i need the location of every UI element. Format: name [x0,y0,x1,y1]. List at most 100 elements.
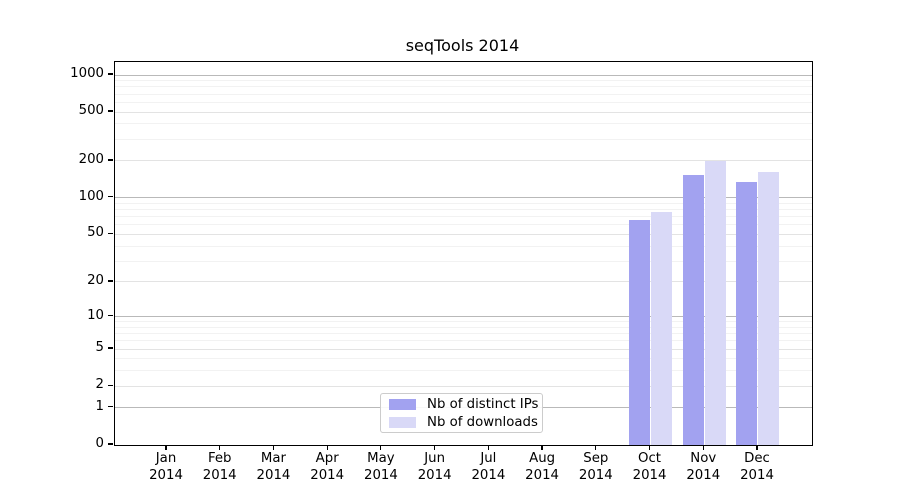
y-tick-label-1000: 1000 [70,66,104,81]
x-tick-mark-jun [434,445,436,450]
x-tick-label-month: May [367,451,395,466]
y-tick-label-20: 20 [87,272,104,288]
x-tick-label-jul: Jul 2014 [456,451,520,484]
x-tick-mark-oct [648,445,651,450]
gridline-y-60 [115,224,812,226]
y-tick-mark-5 [108,347,113,349]
gridline-y-7 [115,333,812,335]
legend-swatch-distinct-ips [389,398,416,410]
gridline-y-20 [115,281,812,283]
bar-downloads-nov [704,160,726,445]
y-tick-mark-1000 [108,73,113,75]
y-tick-label-50: 50 [87,225,104,241]
x-tick-mark-feb [219,445,221,450]
bar-distinct-ips-dec [736,181,758,445]
y-tick-label-0: 0 [95,436,104,451]
x-tick-label-apr: Apr 2014 [295,451,359,484]
y-tick-mark-200 [108,159,113,161]
gridline-y-6 [115,340,812,342]
x-tick-label-month: Dec [744,451,770,466]
legend-label-distinct-ips: Nb of distinct IPs [427,396,539,412]
gridline-y-400 [115,123,812,125]
y-tick-mark-0 [108,443,113,445]
bar-distinct-ips-nov [682,174,704,445]
gridline-y-70 [115,216,812,218]
legend-label-downloads: Nb of downloads [427,414,538,430]
chart-title: seqTools 2014 [405,36,520,55]
gridline-y-1000 [115,74,812,76]
x-tick-label-jan: Jan 2014 [134,451,198,484]
legend-item-distinct-ips: Nb of distinct IPs [389,397,538,412]
x-tick-label-year: 2014 [363,467,398,483]
gridline-y-3 [115,370,812,372]
bar-distinct-ips-oct [629,219,651,445]
gridline-y-700 [115,93,812,95]
x-tick-label-year: 2014 [202,467,237,483]
gridline-y-300 [115,138,812,140]
y-tick-mark-10 [108,314,113,317]
bar-downloads-dec [758,171,780,445]
y-tick-label-500: 500 [78,103,104,119]
x-tick-label-year: 2014 [256,467,291,483]
y-tick-label-10: 10 [87,307,104,323]
x-tick-label-aug: Aug 2014 [510,451,574,484]
y-tick-mark-50 [108,232,113,235]
gridline-y-9 [115,321,812,323]
x-tick-mark-sep [595,445,597,450]
y-tick-mark-500 [108,110,113,112]
gridline-y-5 [115,348,812,350]
x-tick-label-month: Jan [155,451,177,466]
x-tick-mark-apr [326,445,328,450]
x-tick-label-month: Apr [315,451,339,466]
gridline-y-500 [115,111,812,113]
y-tick-label-1: 1 [95,398,104,414]
gridline-y-10 [115,316,812,318]
y-tick-mark-100 [108,196,113,198]
x-tick-mark-mar [272,445,275,450]
gridline-y-90 [115,202,812,204]
x-tick-label-month: Jul [480,451,497,466]
x-tick-label-year: 2014 [417,467,452,483]
y-tick-mark-1 [108,406,113,408]
x-tick-label-year: 2014 [578,467,613,483]
gridline-y-80 [115,209,812,211]
gridline-y-200 [115,160,812,162]
x-tick-label-month: Nov [690,451,717,466]
x-tick-label-year: 2014 [471,467,506,483]
x-tick-label-may: May 2014 [349,451,413,484]
x-tick-label-mar: Mar 2014 [241,451,305,484]
x-tick-mark-jan [165,445,167,450]
legend-item-downloads: Nb of downloads [389,415,538,430]
x-tick-label-month: Jun [424,451,446,466]
x-tick-label-year: 2014 [310,467,345,483]
gridline-y-900 [115,80,812,82]
x-tick-label-feb: Feb 2014 [188,451,252,484]
y-tick-label-2: 2 [95,377,104,393]
y-tick-mark-2 [108,384,113,386]
x-tick-mark-jul [487,445,489,450]
x-tick-label-month: Feb [207,451,232,466]
x-tick-mark-nov [702,445,704,450]
legend-swatch-downloads [389,416,416,428]
x-tick-label-year: 2014 [740,467,774,483]
gridline-y-800 [115,86,812,88]
gridline-y-30 [115,260,812,262]
gridline-y-40 [115,245,812,247]
x-tick-label-year: 2014 [632,467,667,483]
gridline-y-4 [115,358,812,360]
x-tick-label-month: Mar [260,451,286,466]
gridline-y-8 [115,326,812,328]
y-tick-label-100: 100 [78,188,104,204]
y-tick-label-200: 200 [78,151,104,167]
y-tick-label-5: 5 [95,340,104,356]
legend: Nb of distinct IPs Nb of downloads [380,393,543,433]
x-tick-label-dec: Dec 2014 [725,451,789,484]
x-tick-label-month: Sep [583,451,609,466]
x-tick-label-oct: Oct 2014 [618,451,682,484]
x-tick-mark-aug [541,445,543,450]
x-tick-label-year: 2014 [686,467,721,483]
gridline-y-50 [115,233,812,235]
gridline-y-600 [115,101,812,103]
gridline-y-2 [115,385,812,387]
